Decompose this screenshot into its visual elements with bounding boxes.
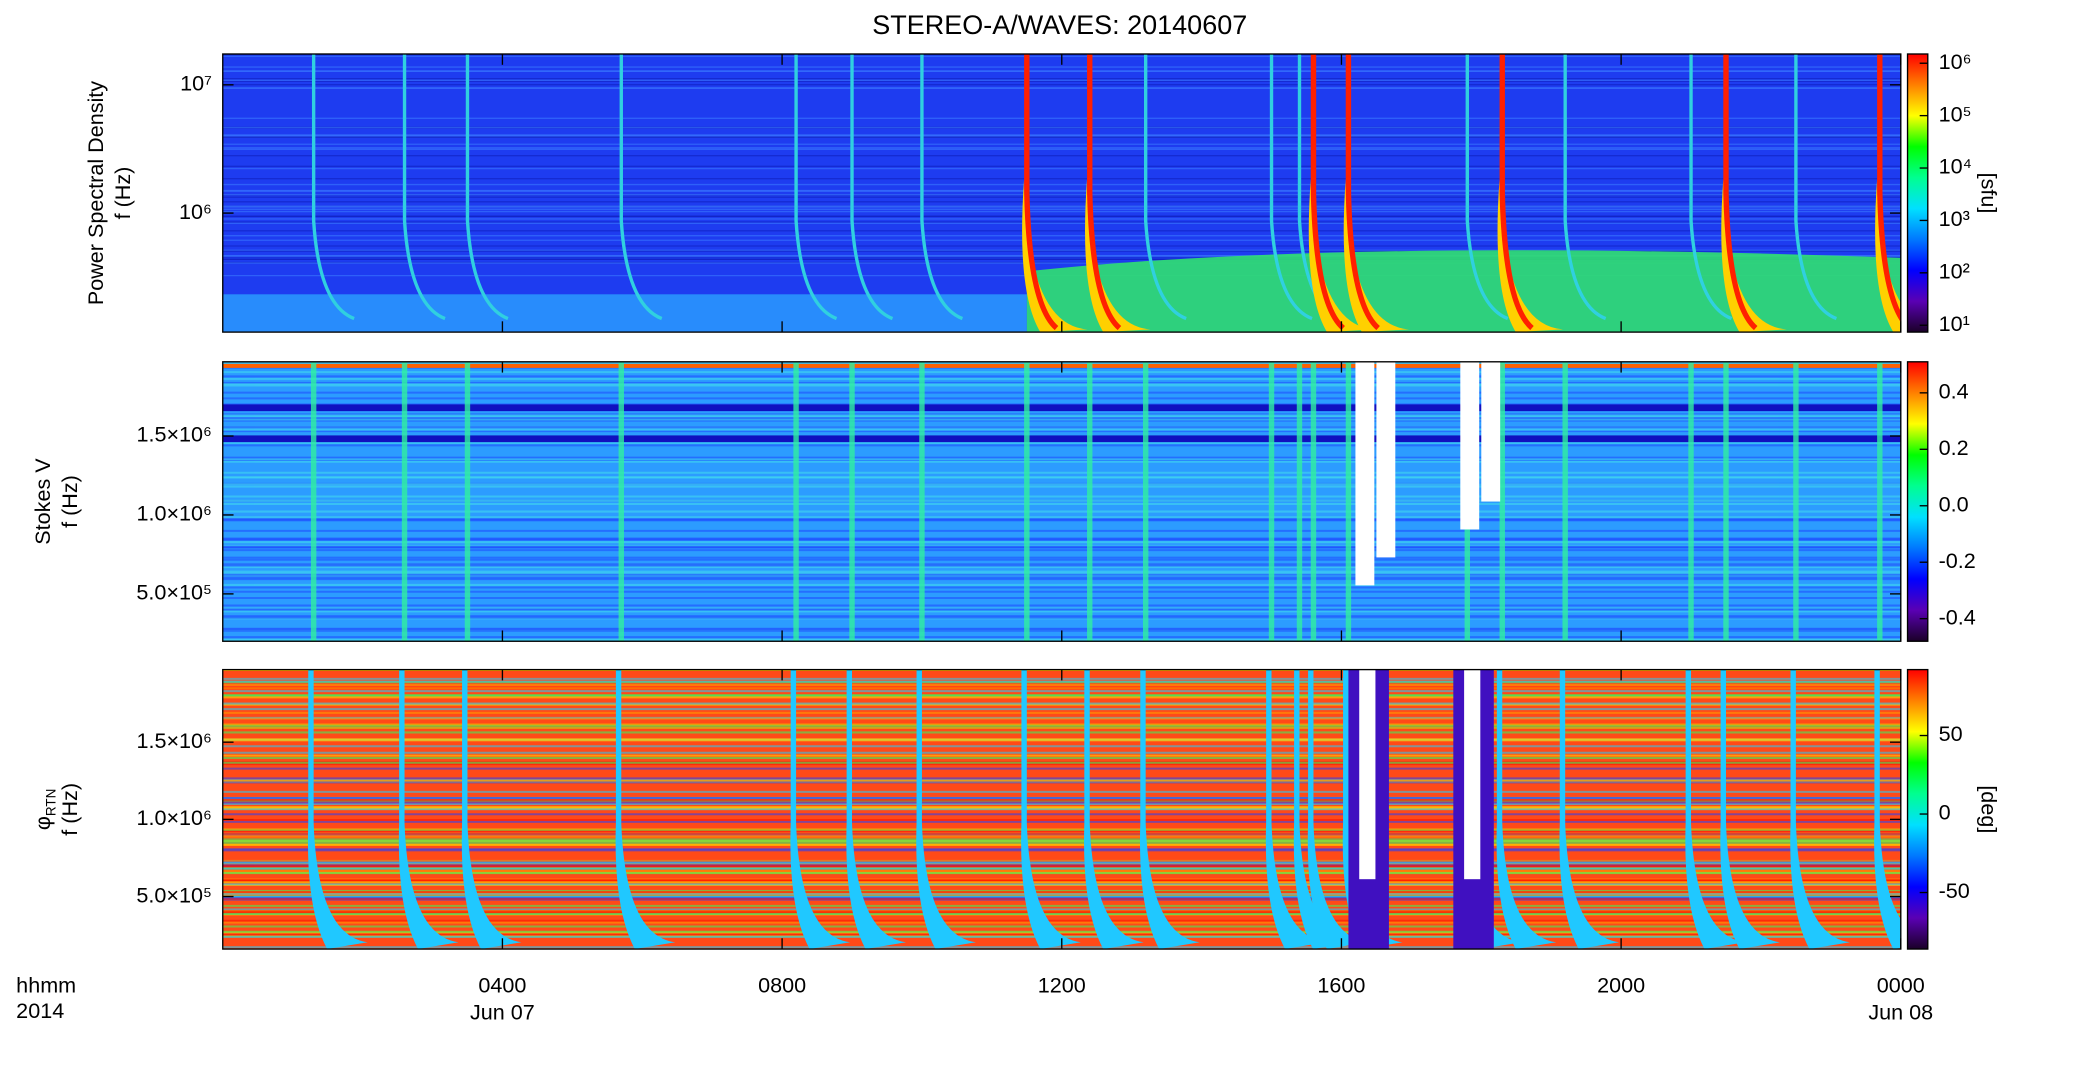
y-axis-label: f (Hz) — [110, 167, 135, 220]
colorbar-tick-label: 0.2 — [1939, 435, 1969, 460]
burst — [1874, 669, 1901, 950]
y-axis-label: f (Hz) — [57, 783, 82, 836]
burst — [619, 54, 663, 321]
colorbar-tick-label: -50 — [1939, 878, 1970, 903]
band — [1026, 250, 1901, 333]
burst — [920, 54, 964, 321]
burst — [1269, 54, 1313, 321]
y-tick-label: 1.0×10⁶ — [136, 805, 211, 830]
colorbar-tick-label: 0 — [1939, 800, 1951, 825]
x-date-label: Jun 08 — [1868, 1000, 1933, 1025]
burst — [465, 54, 509, 321]
x-tick-label: 0400 — [478, 973, 526, 998]
burst — [1310, 54, 1346, 331]
x-tick-label: 2000 — [1597, 973, 1645, 998]
colorbar — [1906, 668, 1929, 950]
burst — [794, 54, 838, 321]
x-tick-label: 1600 — [1317, 973, 1365, 998]
colorbar — [1906, 361, 1929, 642]
no-data — [1460, 361, 1480, 530]
band — [222, 294, 1027, 333]
colorbar-label: [deg] — [1976, 785, 2001, 833]
y-axis-label: φRTN — [30, 789, 58, 830]
heatmap — [222, 54, 1901, 333]
burst — [1345, 54, 1381, 331]
x-tick-label: 1200 — [1038, 973, 1086, 998]
burst — [1465, 54, 1509, 321]
colorbar-label: [sfu] — [1976, 173, 2001, 214]
colorbar-tick-label: 10⁶ — [1939, 49, 1972, 74]
burst — [311, 54, 355, 321]
no-data — [1464, 669, 1481, 880]
burst — [1499, 54, 1534, 331]
y-tick-label: 5.0×10⁵ — [136, 580, 212, 605]
colorbar-tick-label: 10¹ — [1939, 311, 1970, 336]
burst — [1723, 54, 1758, 331]
burst-tail — [1875, 179, 1901, 333]
y-tick-label: 1.5×10⁶ — [136, 422, 211, 447]
colorbar-tick-label: 10⁵ — [1939, 101, 1972, 126]
burst — [1794, 54, 1838, 321]
no-data — [1376, 361, 1396, 558]
x-date-label: Jun 07 — [470, 1000, 535, 1025]
x-row-label: 2014 — [16, 998, 64, 1023]
x-tick-label: 0000 — [1877, 973, 1925, 998]
y-axis-label: Stokes V — [30, 458, 55, 545]
y-tick-label: 1.5×10⁶ — [136, 728, 211, 753]
no-data — [1481, 361, 1501, 502]
colorbar-tick-label: 10⁴ — [1939, 154, 1972, 179]
burst — [1143, 54, 1187, 321]
y-tick-label: 10⁶ — [179, 199, 212, 224]
colorbar-tick-label: -0.2 — [1939, 548, 1976, 573]
colorbar-tick-label: 0.0 — [1939, 491, 1969, 516]
y-tick-label: 10⁷ — [180, 71, 212, 96]
x-tick-label: 0800 — [758, 973, 806, 998]
colorbar — [1906, 53, 1929, 333]
y-tick-label: 1.0×10⁶ — [136, 501, 211, 526]
colorbar-tick-label: 10³ — [1939, 206, 1970, 231]
y-axis-label: f (Hz) — [57, 475, 82, 528]
burst — [1877, 54, 1901, 323]
burst — [850, 54, 894, 321]
no-data — [1355, 361, 1375, 586]
chart-title: STEREO-A/WAVES: 20140607 — [872, 10, 1247, 40]
colorbar-tick-label: 50 — [1939, 721, 1963, 746]
colorbar-tick-label: 0.4 — [1939, 379, 1969, 404]
burst — [1689, 54, 1733, 321]
y-axis-label: Power Spectral Density — [83, 81, 108, 305]
x-row-label: hhmm — [16, 973, 76, 998]
y-axis-label-sub: RTN — [43, 789, 58, 816]
y-tick-label: 5.0×10⁵ — [136, 882, 212, 907]
burst — [402, 54, 446, 321]
heatmap — [222, 361, 1901, 642]
colorbar-tick-label: -0.4 — [1939, 604, 1976, 629]
burst — [1087, 54, 1122, 331]
heatmap — [222, 669, 1901, 950]
burst — [1563, 54, 1607, 321]
colorbar-tick-label: 10² — [1939, 259, 1970, 284]
no-data — [1359, 669, 1376, 880]
burst — [1024, 54, 1059, 331]
